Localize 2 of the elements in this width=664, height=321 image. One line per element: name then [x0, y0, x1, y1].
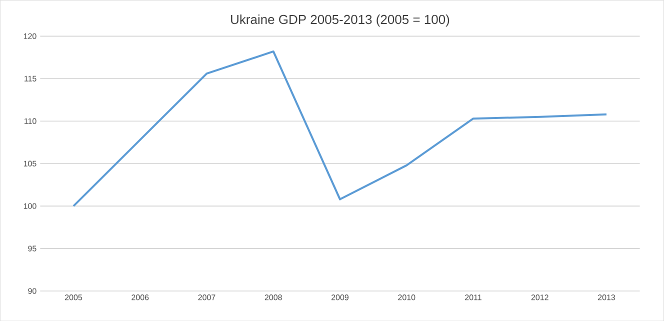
line-series [72, 50, 608, 207]
chart-title: Ukraine GDP 2005-2013 (2005 = 100) [231, 14, 450, 27]
